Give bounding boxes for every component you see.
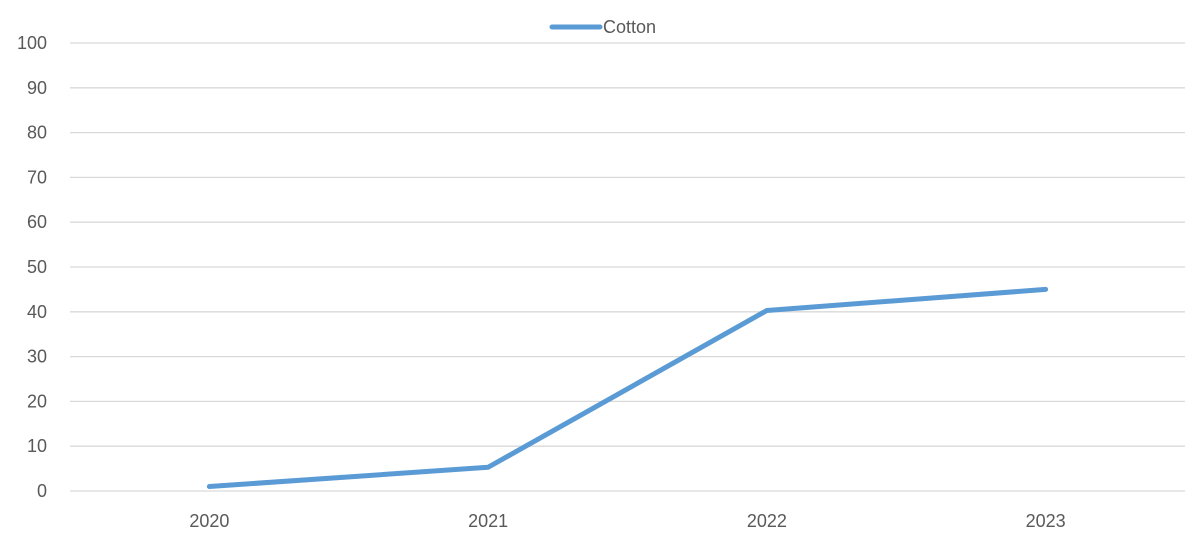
- y-tick-label: 60: [27, 212, 47, 232]
- y-tick-label: 50: [27, 257, 47, 277]
- x-tick-label: 2021: [468, 511, 508, 530]
- y-tick-label: 0: [37, 481, 47, 501]
- y-tick-label: 100: [17, 33, 47, 53]
- y-tick-label: 10: [27, 436, 47, 456]
- x-axis-ticks: 2020 2021 2022 2023: [189, 511, 1065, 530]
- x-tick-label: 2022: [747, 511, 787, 530]
- x-tick-label: 2023: [1026, 511, 1066, 530]
- series-line-cotton: [209, 289, 1045, 486]
- gridlines: [70, 43, 1185, 491]
- y-tick-label: 70: [27, 167, 47, 187]
- y-axis-ticks: 0 10 20 30 40 50 60 70 80 90 100: [17, 33, 47, 501]
- series-lines: [209, 289, 1045, 486]
- y-tick-label: 20: [27, 391, 47, 411]
- x-tick-label: 2020: [189, 511, 229, 530]
- y-tick-label: 90: [27, 78, 47, 98]
- legend-label-cotton: Cotton: [603, 17, 656, 37]
- y-tick-label: 40: [27, 302, 47, 322]
- y-tick-label: 80: [27, 123, 47, 143]
- legend: Cotton: [552, 17, 656, 37]
- y-tick-label: 30: [27, 347, 47, 367]
